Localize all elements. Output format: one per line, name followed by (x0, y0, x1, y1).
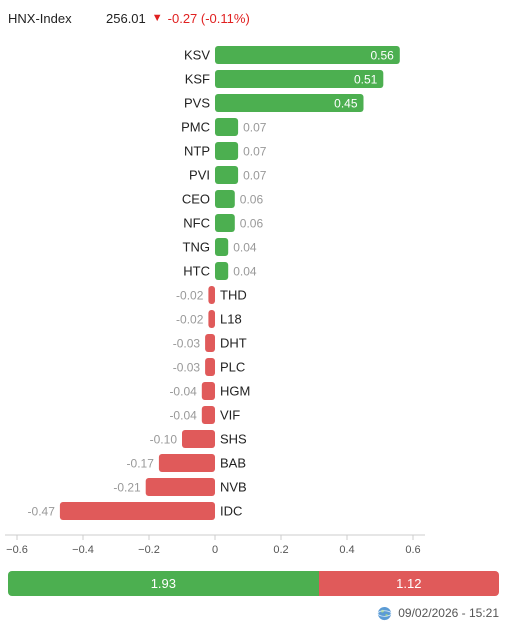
timestamp: 09/02/2026 - 15:21 (377, 605, 499, 621)
x-tick-label: −0.4 (72, 544, 94, 556)
value-label-nfc: 0.06 (240, 217, 264, 231)
category-label-pvs: PVS (184, 96, 210, 111)
category-label-hgm: HGM (220, 384, 250, 399)
bar-thd (208, 286, 215, 304)
bar-nvb (145, 478, 215, 496)
category-label-ksv: KSV (184, 48, 210, 63)
down-total-label: 1.12 (396, 576, 422, 591)
bar-nfc (215, 214, 235, 232)
value-label-pvi: 0.07 (243, 169, 267, 183)
bar-pvi (215, 166, 239, 184)
x-tick-label: 0 (212, 544, 218, 556)
category-label-vif: VIF (220, 408, 240, 423)
bar-idc (59, 502, 216, 520)
value-label-pmc: 0.07 (243, 121, 267, 135)
x-tick-label: 0.4 (339, 544, 354, 556)
category-label-tng: TNG (183, 240, 210, 255)
value-label-idc: -0.47 (28, 505, 56, 519)
x-tick-label: −0.2 (138, 544, 160, 556)
category-label-shs: SHS (220, 432, 247, 447)
value-label-ksv: 0.56 (370, 49, 394, 63)
category-label-htc: HTC (183, 264, 210, 279)
bar-bab (158, 454, 215, 472)
breadth-bar: 1.93 1.12 (8, 571, 499, 596)
bar-plc (205, 358, 215, 376)
bar-l18 (208, 310, 215, 328)
value-label-ntp: 0.07 (243, 145, 267, 159)
up-total-segment: 1.93 (8, 571, 319, 596)
triangle-down-icon: ▼ (151, 12, 163, 24)
category-label-nvb: NVB (220, 480, 247, 495)
bar-shs (182, 430, 215, 448)
category-label-idc: IDC (220, 504, 242, 519)
value-label-vif: -0.04 (169, 409, 197, 423)
bar-vif (201, 406, 215, 424)
timestamp-text: 09/02/2026 - 15:21 (398, 606, 499, 620)
bar-pmc (215, 118, 239, 136)
index-header: HNX-Index 256.01 ▼ -0.27 (-0.11%) (8, 8, 498, 28)
x-tick-label: −0.6 (6, 544, 28, 556)
value-label-l18: -0.02 (176, 313, 204, 327)
value-label-nvb: -0.21 (113, 481, 141, 495)
category-label-thd: THD (220, 288, 247, 303)
contribution-bar-chart: KSV 0.56 KSF 0.51 PVS 0.45 PMC 0.07 NTP 0.07 PVI 0.… (5, 46, 425, 556)
category-label-ksf: KSF (185, 72, 210, 87)
index-value: 256.01 (106, 10, 146, 26)
value-label-ceo: 0.06 (240, 193, 264, 207)
category-label-l18: L18 (220, 312, 242, 327)
bar-tng (215, 238, 229, 256)
value-label-thd: -0.02 (176, 289, 204, 303)
category-label-ceo: CEO (182, 192, 210, 207)
bar-dht (205, 334, 215, 352)
category-label-pvi: PVI (189, 168, 210, 183)
up-total-label: 1.93 (150, 576, 176, 591)
bar-htc (215, 262, 229, 280)
index-name: HNX-Index (8, 10, 72, 26)
x-tick-label: 0.6 (405, 544, 420, 556)
value-label-shs: -0.10 (150, 433, 178, 447)
category-label-nfc: NFC (183, 216, 210, 231)
bar-hgm (201, 382, 215, 400)
category-label-dht: DHT (220, 336, 247, 351)
category-label-bab: BAB (220, 456, 246, 471)
value-label-bab: -0.17 (127, 457, 155, 471)
category-label-pmc: PMC (181, 120, 210, 135)
bar-ksf (215, 70, 384, 88)
category-label-plc: PLC (220, 360, 245, 375)
bar-ksv (215, 46, 400, 64)
value-label-pvs: 0.45 (334, 97, 358, 111)
bar-pvs (215, 94, 364, 112)
index-change: -0.27 (-0.11%) (167, 10, 250, 26)
value-label-ksf: 0.51 (354, 73, 378, 87)
category-label-ntp: NTP (184, 144, 210, 159)
x-tick-label: 0.2 (273, 544, 288, 556)
down-total-segment: 1.12 (318, 571, 499, 596)
globe-icon (377, 606, 392, 621)
value-label-plc: -0.03 (173, 361, 201, 375)
value-label-hgm: -0.04 (169, 385, 197, 399)
bar-ntp (215, 142, 239, 160)
value-label-htc: 0.04 (233, 265, 257, 279)
value-label-dht: -0.03 (173, 337, 201, 351)
bar-ceo (215, 190, 235, 208)
value-label-tng: 0.04 (233, 241, 257, 255)
